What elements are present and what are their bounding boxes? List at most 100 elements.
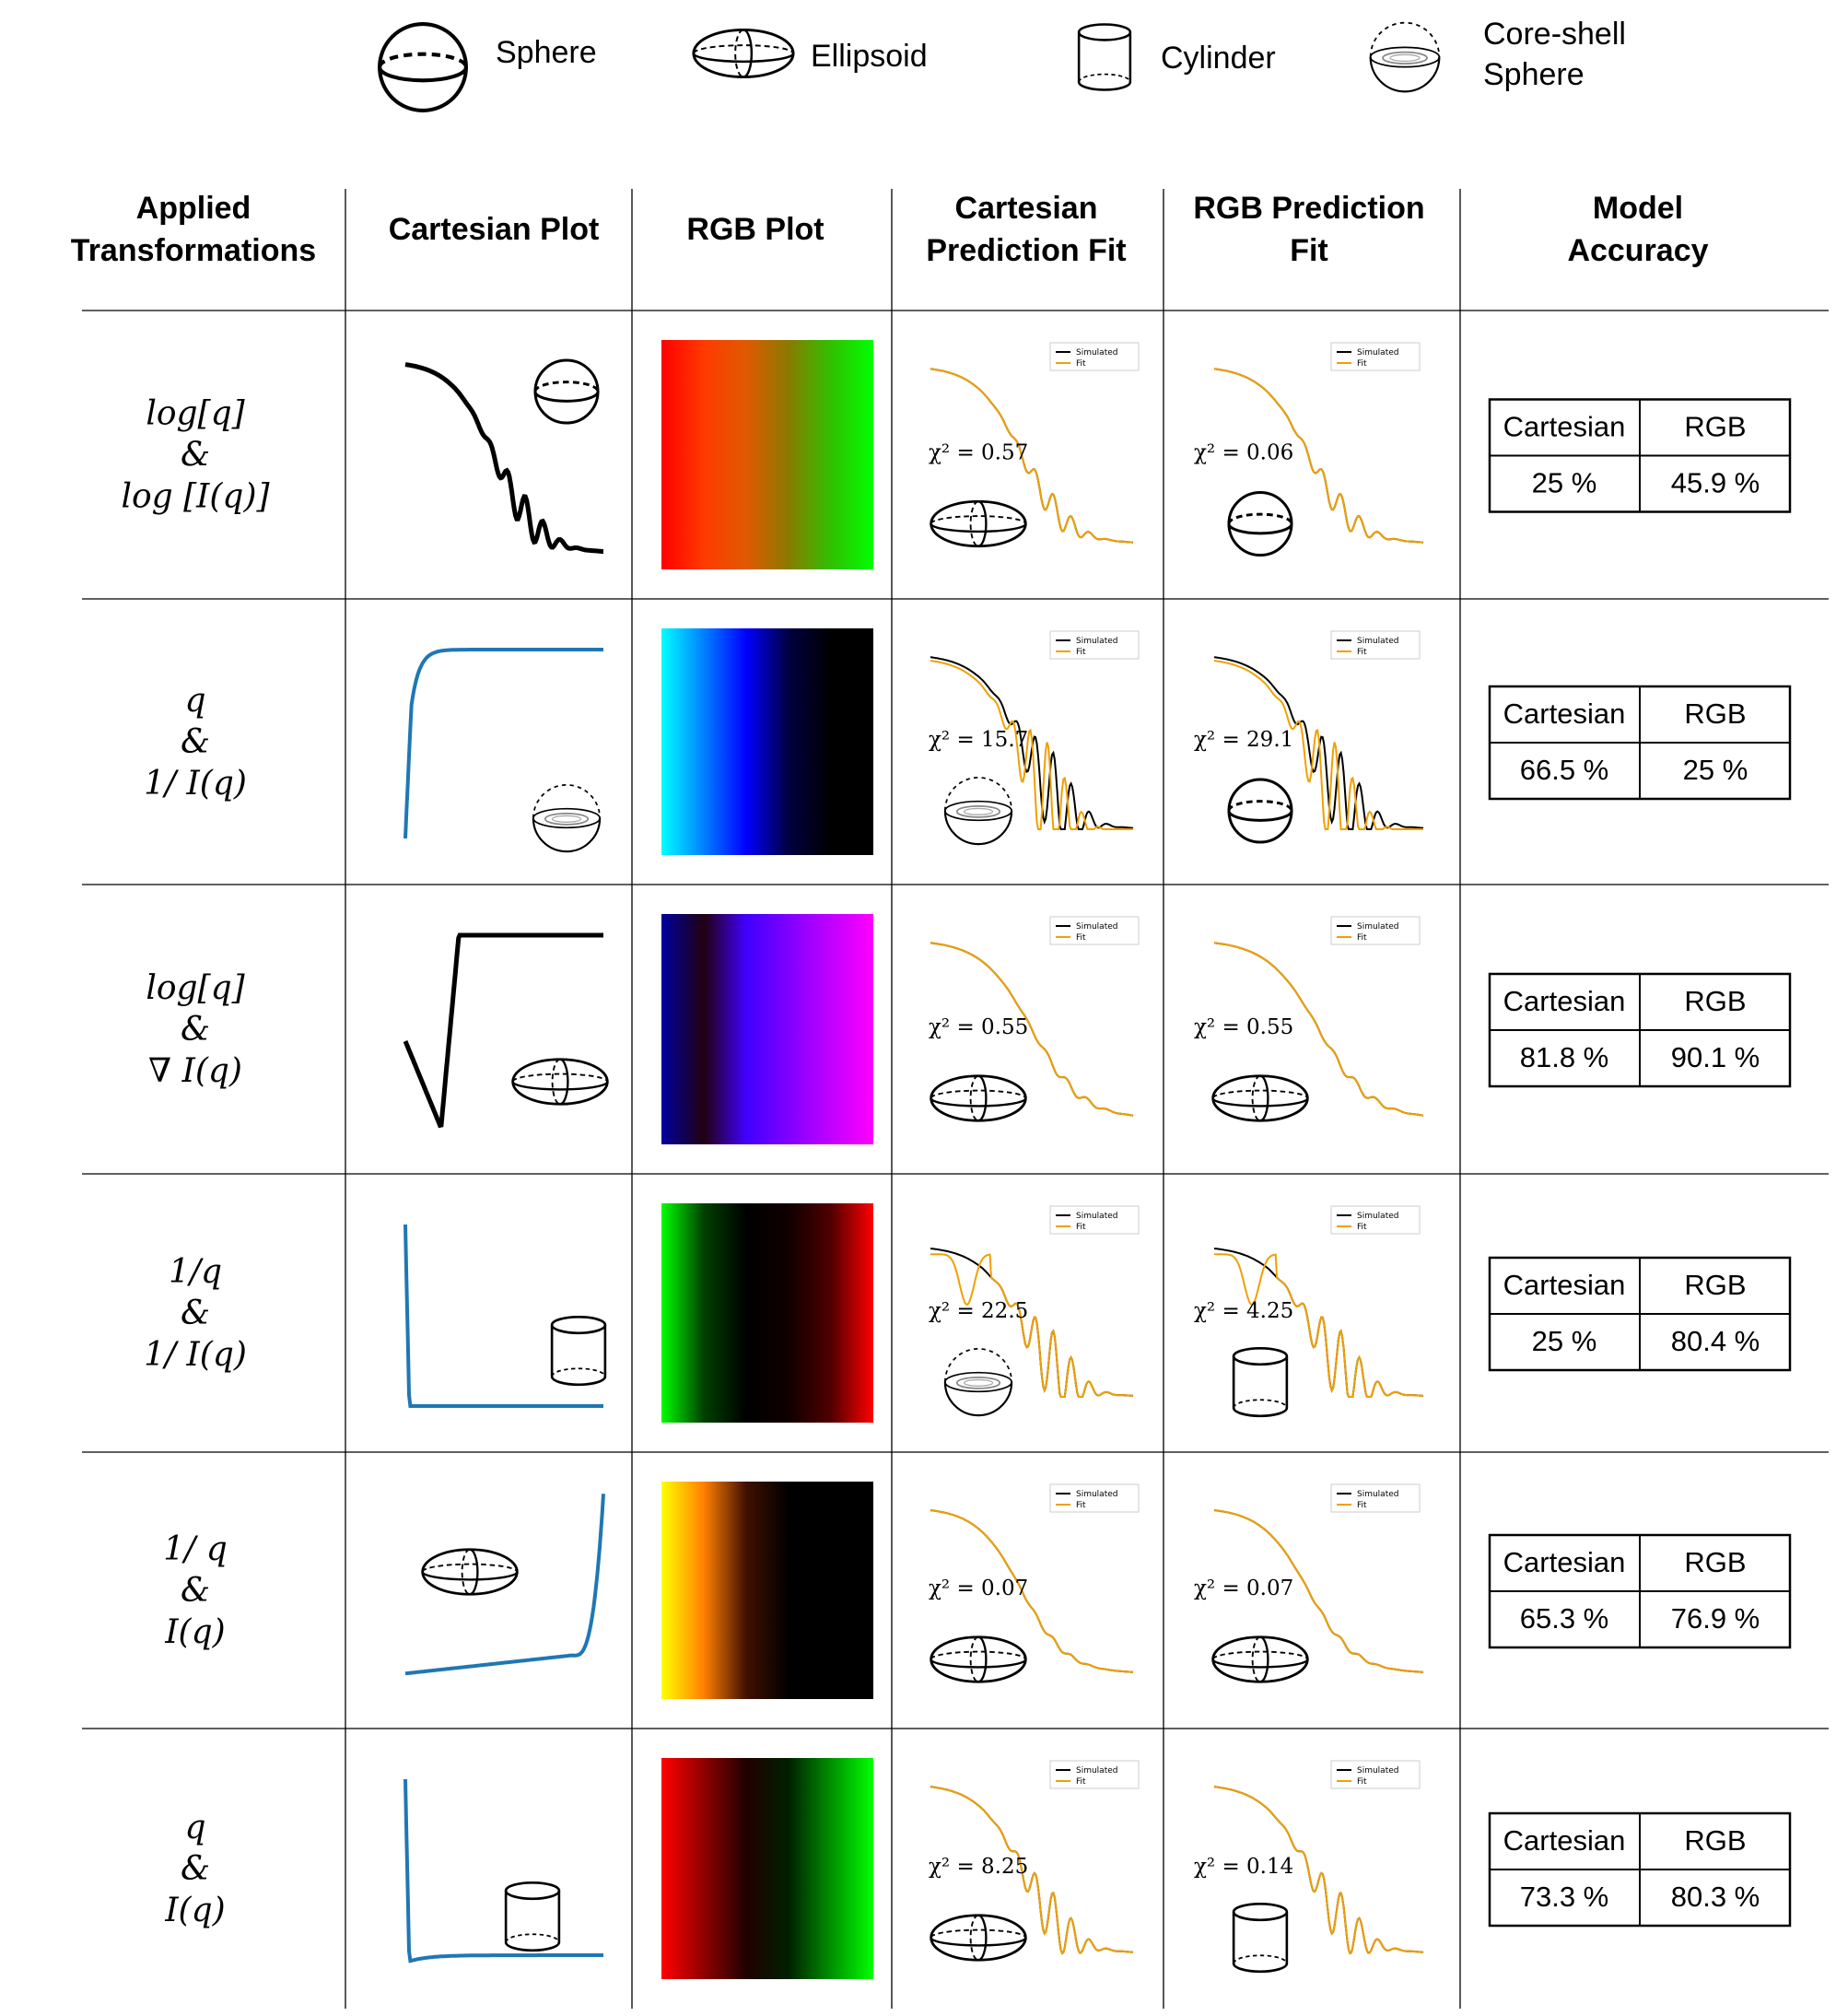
- fit-curve: [930, 368, 1134, 544]
- core-shell-sphere-icon: [943, 776, 1013, 846]
- chi-squared-label: χ² = 0.07: [929, 1576, 1028, 1600]
- accuracy-value-rgb: 25 %: [1683, 754, 1748, 786]
- accuracy-header-rgb: RGB: [1684, 411, 1746, 443]
- fit-curve: [930, 1509, 1133, 1673]
- cartesian-plot: [403, 932, 609, 1129]
- accuracy-value-cartesian: 25 %: [1532, 1325, 1597, 1357]
- fit-curve: [1214, 1253, 1424, 1398]
- legend-item-sphere: Sphere: [380, 24, 597, 111]
- legend-label-simulated: Simulated: [1076, 637, 1117, 646]
- legend-label-fit: Fit: [1076, 1777, 1086, 1787]
- accuracy-header-cartesian: Cartesian: [1503, 1269, 1626, 1301]
- rgb-gradient-rect: [661, 340, 873, 569]
- transformation-line: 1/ I(q): [144, 1336, 247, 1374]
- fit-legend-box: [1330, 1205, 1421, 1235]
- legend-label-cylinder: Cylinder: [1161, 41, 1276, 76]
- legend-label-simulated: Simulated: [1357, 1490, 1398, 1499]
- rgb-plot-image: [661, 914, 873, 1144]
- fit-legend-box: [1049, 1205, 1140, 1235]
- transformation-line: 1/ I(q): [144, 765, 247, 803]
- transformation-cell: q& 1/ I(q): [144, 682, 247, 803]
- fit-curve: [930, 942, 1134, 1117]
- header-accuracy-2: Accuracy: [1567, 233, 1708, 268]
- accuracy-value-cartesian: 25 %: [1532, 467, 1597, 499]
- legend-label-simulated: Simulated: [1076, 1212, 1117, 1221]
- ellipsoid-icon: [421, 1548, 519, 1596]
- legend-label-fit: Fit: [1076, 359, 1086, 369]
- fit-curve: [1213, 942, 1424, 1117]
- fit-curve: [1213, 660, 1423, 830]
- accuracy-header-cartesian: Cartesian: [1503, 697, 1626, 730]
- legend-label-ellipsoid: Ellipsoid: [811, 39, 928, 74]
- transformation-line: &: [181, 723, 210, 761]
- transformation-cell: log[q] &∇ I(q): [146, 969, 245, 1090]
- fit-curve: [930, 1786, 1134, 1955]
- fit-legend-box: [1049, 342, 1140, 371]
- cylinder-icon: [550, 1315, 607, 1387]
- fit-curve: [1213, 1509, 1423, 1673]
- legend-label-fit: Fit: [1357, 1501, 1367, 1510]
- transformation-line: q: [184, 682, 205, 720]
- chi-squared-label: χ² = 0.55: [1194, 1015, 1293, 1039]
- legend-label-simulated: Simulated: [1357, 637, 1398, 646]
- cartesian-curve: [404, 362, 603, 554]
- rgb-plot-image: [661, 628, 873, 855]
- accuracy-table: Cartesian RGB 73.3 % 80.3 %: [1488, 1811, 1792, 1928]
- transformation-line: &: [181, 1572, 210, 1610]
- rgb-gradient-rect: [661, 1482, 873, 1699]
- chi-squared-label: χ² = 0.07: [1194, 1576, 1293, 1600]
- cartesian-fit-plot: Simulated Fit χ² = 0.07: [929, 1483, 1140, 1683]
- ellipsoid-icon: [1211, 1635, 1309, 1683]
- rgb-plot-image: [661, 1482, 873, 1699]
- rgb-gradient-rect: [661, 628, 873, 855]
- legend-item-ellipsoid: Ellipsoid: [692, 28, 928, 79]
- cartesian-curve: [403, 648, 603, 839]
- fit-legend-box: [1330, 630, 1421, 660]
- rgb-fit-plot: Simulated Fit χ² = 0.07: [1194, 1483, 1423, 1683]
- legend-label-simulated: Simulated: [1076, 922, 1117, 932]
- sphere-icon: [1227, 778, 1293, 844]
- rgb-gradient-rect: [661, 1758, 873, 1979]
- accuracy-header-rgb: RGB: [1684, 1546, 1746, 1578]
- cartesian-plot: [403, 648, 603, 853]
- legend-label-fit: Fit: [1357, 648, 1367, 657]
- table-row: q& 1/ I(q) Simulated Fit χ² = 15.7 Simulated F…: [144, 628, 1792, 855]
- cartesian-curve: [404, 1494, 605, 1676]
- cylinder-icon: [1232, 1346, 1289, 1418]
- cartesian-fit-plot: Simulated Fit χ² = 0.57: [929, 342, 1140, 548]
- cylinder-icon: [1077, 23, 1132, 91]
- transformation-line: log[q]: [146, 969, 245, 1007]
- fit-curve: [1213, 1786, 1424, 1955]
- fit-curve: [930, 660, 1133, 830]
- fit-curve: [930, 1253, 1134, 1398]
- ellipsoid-icon: [930, 1074, 1027, 1122]
- ellipsoid-icon: [930, 1914, 1027, 1962]
- accuracy-value-rgb: 76.9 %: [1671, 1602, 1760, 1635]
- legend-item-core-shell: Core-shell Sphere: [1369, 17, 1626, 93]
- accuracy-header-rgb: RGB: [1684, 1269, 1746, 1301]
- legend-label-fit: Fit: [1076, 1501, 1086, 1510]
- core-shell-sphere-icon: [943, 1347, 1013, 1417]
- rgb-gradient-rect: [661, 1203, 873, 1423]
- fit-legend-box: [1330, 342, 1421, 371]
- accuracy-table: Cartesian RGB 25 % 45.9 %: [1488, 398, 1792, 513]
- accuracy-table: Cartesian RGB 66.5 % 25 %: [1488, 685, 1792, 801]
- chi-squared-label: χ² = 15.7: [929, 728, 1028, 752]
- accuracy-header-rgb: RGB: [1684, 697, 1746, 730]
- cartesian-plot: [403, 1778, 603, 1963]
- accuracy-header-cartesian: Cartesian: [1503, 1824, 1626, 1857]
- transformation-line: &: [181, 1011, 210, 1049]
- legend-label-sphere: Sphere: [496, 35, 597, 70]
- rgb-fit-plot: Simulated Fit χ² = 0.06: [1194, 342, 1424, 557]
- accuracy-header-rgb: RGB: [1684, 985, 1746, 1017]
- ellipsoid-icon: [930, 499, 1027, 548]
- cartesian-curve: [403, 1224, 603, 1408]
- accuracy-value-cartesian: 81.8 %: [1520, 1041, 1609, 1073]
- header-cartesian-plot: Cartesian Plot: [389, 212, 600, 247]
- accuracy-header-cartesian: Cartesian: [1503, 985, 1626, 1017]
- chi-squared-label: χ² = 4.25: [1194, 1299, 1293, 1323]
- legend-label-simulated: Simulated: [1076, 348, 1117, 357]
